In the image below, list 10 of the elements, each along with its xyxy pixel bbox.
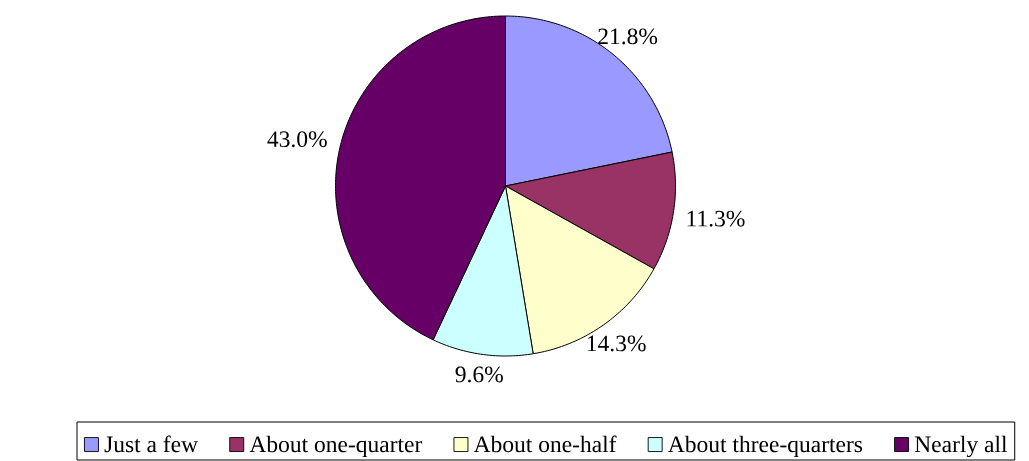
legend-label: About one-half — [473, 435, 617, 453]
legend-label: About one-quarter — [249, 435, 423, 457]
data-label: 21.8% — [598, 28, 658, 45]
data-label: 43.0% — [267, 131, 327, 148]
legend-label: Nearly all — [914, 435, 1008, 458]
data-label: 11.3% — [687, 210, 745, 227]
data-label: 14.3% — [587, 335, 646, 352]
legend-label: Just a few — [104, 435, 198, 453]
data-label: 9.6% — [455, 366, 503, 383]
legend-label: About three-quarters — [668, 435, 863, 457]
